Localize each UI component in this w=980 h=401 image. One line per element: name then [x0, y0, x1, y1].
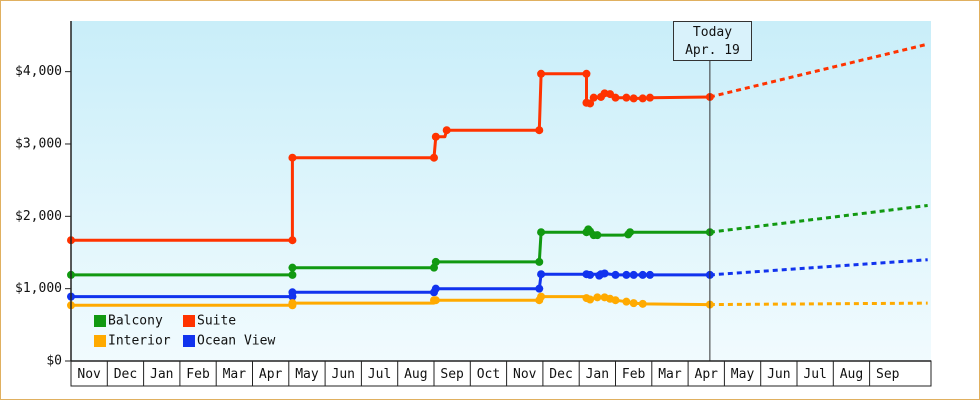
data-point-suite: [638, 94, 647, 103]
data-point-ocean-view: [600, 269, 609, 278]
x-axis: Nov Dec Jan Feb Mar Apr May Jun Jul Aug Sep Oct Nov D…: [70, 360, 932, 387]
data-point-interior: [537, 292, 546, 301]
x-tick-label: Aug: [840, 367, 863, 382]
x-tick-label: Sep: [876, 367, 900, 382]
y-axis: $0 $1,000 $2,000 $3,000 $4,000: [15, 64, 71, 369]
series-layer: [67, 42, 929, 310]
data-point-ocean-view: [431, 284, 440, 293]
x-axis-band: [70, 360, 932, 387]
x-tick-label: May: [731, 367, 755, 382]
legend-swatch-balcony: [94, 315, 106, 327]
x-tick-label: Jul: [368, 367, 391, 382]
data-point-interior: [593, 293, 602, 302]
legend-label-interior: Interior: [108, 334, 171, 349]
x-tick-label: Feb: [186, 367, 210, 382]
data-point-interior: [611, 296, 620, 305]
y-tick-label: $2,000: [15, 209, 62, 224]
data-point-ocean-view: [645, 270, 654, 279]
data-point-ocean-view: [611, 270, 620, 279]
x-tick-label: Mar: [658, 367, 682, 382]
x-tick-label: Jan: [586, 367, 609, 382]
legend-swatch-ocean-view: [183, 335, 195, 347]
data-point-balcony: [537, 228, 546, 237]
x-tick-label: Nov: [77, 367, 101, 382]
data-point-ocean-view: [638, 270, 647, 279]
data-point-interior: [586, 295, 595, 304]
data-point-balcony: [593, 231, 602, 240]
y-tick-label: $1,000: [15, 281, 62, 296]
y-tick-label: $3,000: [15, 136, 62, 151]
today-date: Apr. 19: [685, 43, 740, 58]
series-ocean-view: [67, 258, 928, 301]
legend-label-ocean-view: Ocean View: [197, 334, 275, 349]
x-tick-label: Jun: [767, 367, 790, 382]
series-suite: [67, 42, 929, 245]
data-point-ocean-view: [537, 270, 546, 279]
y-tick-label: $4,000: [15, 64, 62, 79]
x-tick-label: Feb: [622, 367, 646, 382]
x-tick-label: Aug: [404, 367, 427, 382]
y-tick-label: $0: [46, 354, 62, 369]
data-point-suite: [589, 93, 598, 102]
x-tick-label: Nov: [513, 367, 537, 382]
data-point-ocean-view: [586, 270, 595, 279]
x-tick-label: Jan: [150, 367, 173, 382]
data-point-suite: [442, 126, 451, 135]
x-tick-label: May: [295, 367, 319, 382]
series-balcony: [67, 203, 928, 279]
x-tick-label: Dec: [549, 367, 572, 382]
data-point-suite: [629, 94, 638, 103]
today-marker-label: Today Apr. 19: [673, 21, 752, 61]
legend-swatch-suite: [183, 315, 195, 327]
data-point-suite: [582, 69, 591, 78]
x-tick-label: Dec: [114, 367, 137, 382]
projection-line-balcony: [709, 203, 928, 234]
data-point-suite: [288, 236, 297, 245]
data-point-ocean-view: [622, 270, 631, 279]
data-point-ocean-view: [535, 284, 544, 293]
data-point-interior: [288, 299, 297, 308]
data-point-suite: [430, 153, 438, 162]
data-point-interior: [431, 296, 440, 305]
data-point-balcony: [288, 263, 297, 272]
data-point-ocean-view: [629, 270, 638, 279]
data-point-suite: [431, 132, 440, 141]
x-tick-label: Jul: [803, 367, 826, 382]
data-point-balcony: [288, 270, 297, 279]
plot-background: [71, 21, 931, 361]
data-point-suite: [645, 93, 654, 102]
data-point-suite: [586, 99, 595, 108]
x-tick-label: Mar: [223, 367, 247, 382]
data-point-balcony: [626, 228, 635, 237]
data-point-suite: [622, 93, 631, 102]
projection-line-ocean-view: [709, 258, 928, 277]
projection-line-interior: [709, 301, 928, 307]
x-tick-label: Oct: [477, 367, 500, 382]
legend: Balcony Suite Interior Ocean View: [94, 314, 275, 349]
data-point-interior: [638, 299, 647, 308]
legend-label-suite: Suite: [197, 314, 236, 329]
x-tick-label: Apr: [259, 367, 283, 382]
legend-label-balcony: Balcony: [108, 314, 163, 329]
data-point-interior: [622, 297, 631, 306]
today-label: Today: [692, 25, 733, 40]
legend-swatch-interior: [94, 335, 106, 347]
data-point-suite: [535, 126, 544, 135]
x-tick-label: Sep: [440, 367, 464, 382]
data-point-interior: [629, 299, 638, 308]
data-point-ocean-view: [288, 288, 297, 297]
series-interior: [67, 292, 928, 310]
data-point-suite: [537, 69, 546, 78]
data-point-balcony: [535, 257, 544, 266]
x-tick-label: Jun: [332, 367, 355, 382]
x-tick-label: Apr: [695, 367, 719, 382]
data-point-balcony: [431, 257, 440, 266]
data-point-suite: [611, 93, 620, 102]
data-point-suite: [288, 153, 297, 162]
projection-line-suite: [709, 42, 929, 99]
